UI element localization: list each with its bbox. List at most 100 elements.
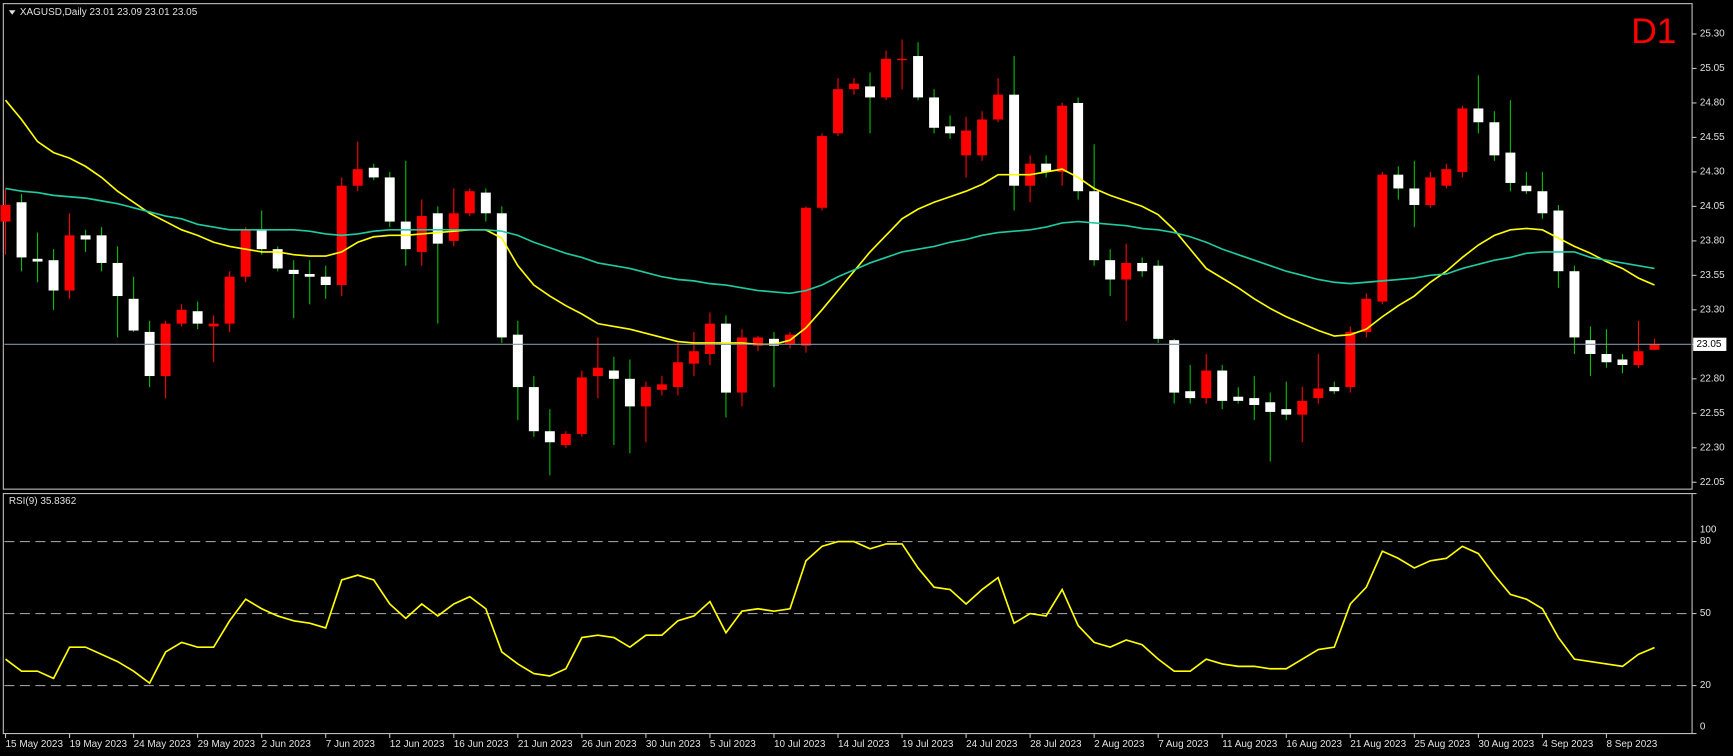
candle-body <box>272 249 283 269</box>
candle-body <box>48 260 59 291</box>
candle-body <box>801 207 811 346</box>
x-tick-label: 11 Aug 2023 <box>1222 739 1278 750</box>
x-tick-label: 30 Aug 2023 <box>1478 739 1534 750</box>
x-tick-label: 15 May 2023 <box>6 739 64 750</box>
x-tick-label: 28 Jul 2023 <box>1030 739 1082 750</box>
candle-body <box>1601 353 1612 363</box>
candle-body <box>1297 400 1308 415</box>
y-tick-label: 25.05 <box>1700 63 1725 74</box>
candle-body <box>480 192 491 214</box>
candle-body <box>817 136 827 208</box>
candle-body <box>1617 359 1628 366</box>
x-tick-label: 5 Jul 2023 <box>710 739 756 750</box>
candle-body <box>993 94 1004 120</box>
candle-body <box>1569 271 1580 338</box>
y-tick-label: 0 <box>1700 722 1706 733</box>
candle-body <box>304 273 315 277</box>
y-tick-label: 100 <box>1700 525 1717 536</box>
candle-body <box>1649 344 1660 350</box>
y-tick-label: 24.30 <box>1700 167 1725 178</box>
x-tick-label: 21 Aug 2023 <box>1350 739 1406 750</box>
candle-body <box>1233 396 1244 401</box>
candle-body <box>1057 105 1068 172</box>
candle-body <box>1537 191 1548 214</box>
candle-body <box>208 323 219 327</box>
candle-body <box>512 334 523 388</box>
candle-body <box>624 378 635 407</box>
candle-body <box>16 202 27 258</box>
y-tick-label: 20 <box>1700 680 1712 691</box>
price-label: 23.05 <box>1697 339 1722 350</box>
x-tick-label: 26 Jun 2023 <box>582 739 637 750</box>
candle-body <box>560 433 571 446</box>
candle-body <box>1505 152 1516 183</box>
candle-body <box>432 213 443 244</box>
candle-body <box>688 351 699 364</box>
y-tick-label: 23.55 <box>1700 270 1725 281</box>
candle-body <box>288 269 299 274</box>
x-tick-label: 21 Jun 2023 <box>518 739 573 750</box>
x-tick-label: 2 Aug 2023 <box>1094 739 1145 750</box>
candle-body <box>1633 351 1644 366</box>
candle-body <box>352 169 363 186</box>
candle-body <box>833 89 843 134</box>
x-tick-label: 19 May 2023 <box>70 739 128 750</box>
candle-body <box>769 338 779 346</box>
candle-body <box>1473 108 1484 123</box>
candle-body <box>96 235 107 263</box>
candle-body <box>1281 409 1292 415</box>
candle-body <box>128 298 139 331</box>
x-tick-label: 7 Jun 2023 <box>326 739 376 750</box>
y-tick-label: 23.80 <box>1700 236 1725 247</box>
menu-arrow <box>8 10 16 15</box>
candle-body <box>224 276 235 324</box>
candle-body <box>528 387 539 432</box>
candle-body <box>544 431 555 443</box>
candle-body <box>961 130 972 156</box>
candle-body <box>720 323 731 393</box>
candle-body <box>897 58 908 61</box>
y-tick-label: 22.80 <box>1700 373 1725 384</box>
y-tick-label: 22.30 <box>1700 442 1725 453</box>
candle-body <box>736 337 747 393</box>
candle-body <box>1313 388 1324 399</box>
candle-body <box>1153 265 1164 339</box>
candle-body <box>160 323 171 377</box>
y-tick-label: 23.30 <box>1700 304 1725 315</box>
candle-body <box>576 377 587 434</box>
x-tick-label: 4 Sep 2023 <box>1542 739 1593 750</box>
y-tick-label: 80 <box>1700 536 1712 547</box>
candle-body <box>945 126 956 134</box>
x-tick-label: 16 Jun 2023 <box>454 739 509 750</box>
x-tick-label: 30 Jun 2023 <box>646 739 701 750</box>
candle-body <box>320 276 331 286</box>
x-tick-label: 29 May 2023 <box>198 739 256 750</box>
candle-body <box>1393 174 1404 189</box>
candle-body <box>977 119 988 156</box>
timeframe-badge: D1 <box>1631 12 1676 51</box>
candle-body <box>1377 174 1388 302</box>
candle-body <box>112 262 123 297</box>
x-tick-label: 25 Aug 2023 <box>1414 739 1470 750</box>
candle-body <box>464 191 475 214</box>
x-tick-label: 14 Jul 2023 <box>838 739 890 750</box>
price-panel <box>2 3 1693 490</box>
candle-body <box>1169 340 1180 393</box>
candle-body <box>256 229 267 250</box>
candle-body <box>1105 260 1116 280</box>
price-label-box <box>1693 337 1727 351</box>
rsi-title: RSI(9) 35.8362 <box>9 496 77 507</box>
candle-body <box>1137 262 1148 272</box>
x-tick-label: 16 Aug 2023 <box>1286 739 1342 750</box>
candle-body <box>1441 169 1452 186</box>
candle-body <box>1073 102 1084 192</box>
candle-body <box>656 384 667 390</box>
candle-body <box>672 362 683 388</box>
y-tick-label: 25.30 <box>1700 29 1725 40</box>
y-tick-label: 22.05 <box>1700 477 1725 488</box>
symbol-title: XAGUSD,Daily 23.01 23.09 23.01 23.05 <box>20 7 198 18</box>
candle-body <box>608 370 619 379</box>
candle-body <box>192 311 203 324</box>
